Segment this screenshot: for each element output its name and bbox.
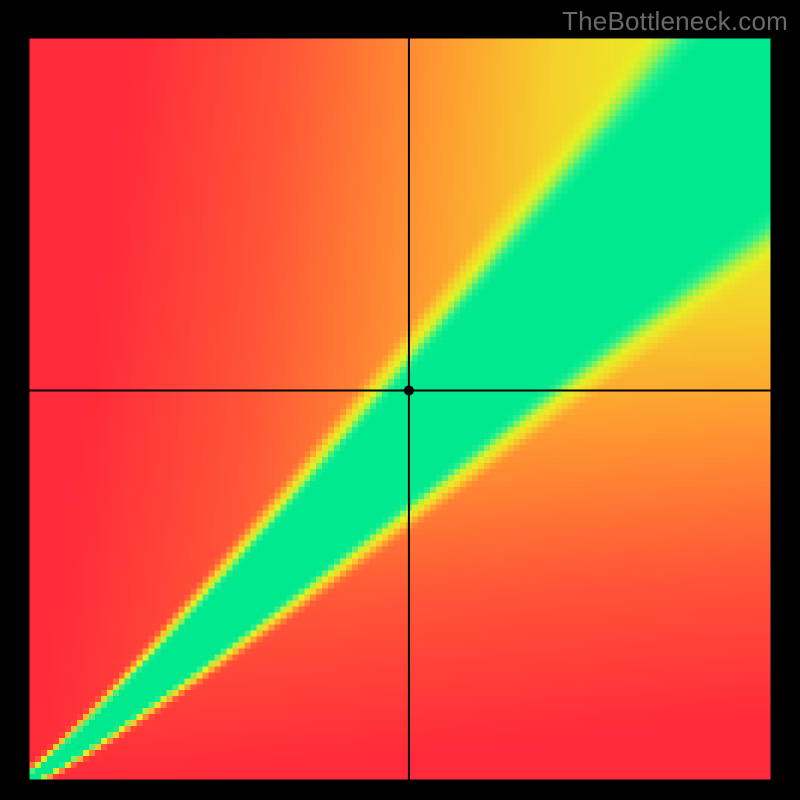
marker-dot	[404, 385, 414, 395]
watermark-text: TheBottleneck.com	[562, 6, 788, 37]
bottleneck-heatmap	[0, 0, 800, 800]
heatmap-field	[29, 38, 771, 780]
